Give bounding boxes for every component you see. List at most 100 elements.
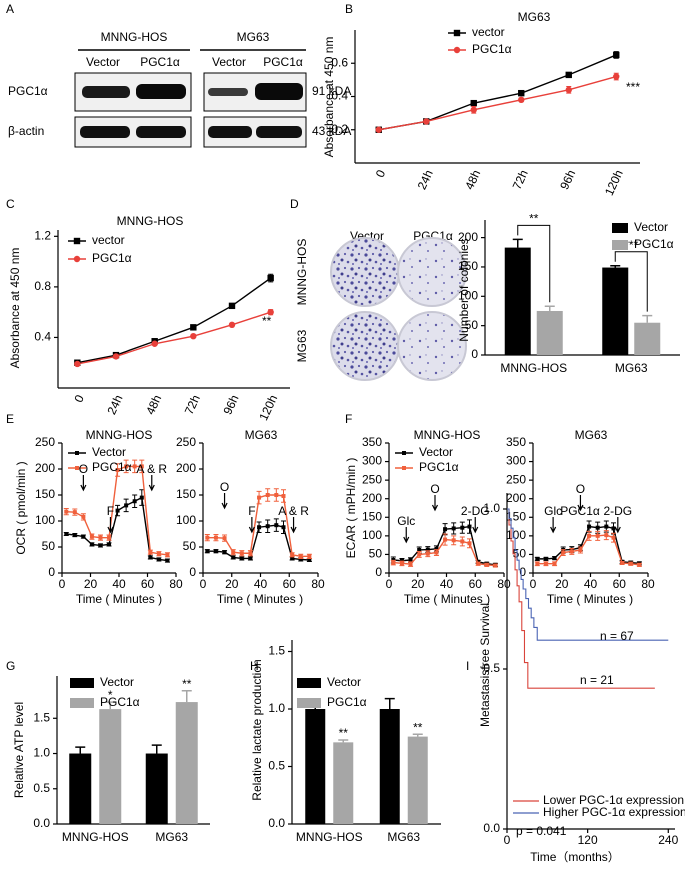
marker (535, 556, 540, 561)
chart-title: MG63 (245, 428, 278, 442)
x-tick-label: 20 (555, 577, 569, 591)
colony-photos: Vector PGC1α MNNG-HOS MG63 (295, 229, 467, 381)
y-tick-label: 0.5 (483, 661, 500, 675)
legend-label: PGC1α (634, 237, 674, 251)
marker (156, 551, 161, 556)
survival-curve (507, 508, 669, 641)
marker (190, 324, 197, 331)
group-label: MG63 (237, 30, 270, 44)
legend-swatch (70, 698, 94, 708)
marker (228, 321, 236, 328)
marker (434, 546, 439, 551)
line (77, 277, 272, 364)
error-bar (610, 265, 621, 268)
arrow (221, 493, 228, 510)
marker (72, 510, 77, 515)
error-bar (412, 733, 423, 737)
y-tick-label: 150 (458, 259, 478, 273)
x-tick-label: 24h (415, 168, 436, 192)
x-tick-label: 80 (169, 577, 183, 591)
band (80, 126, 130, 138)
panel-label: H (250, 659, 259, 673)
annotation: 2-DG (603, 504, 632, 518)
x-axis-label: Time ( Minutes ) (217, 592, 303, 606)
x-tick-label: 72h (510, 168, 531, 192)
marker (231, 555, 236, 560)
bar (407, 736, 428, 824)
arrow (403, 527, 410, 544)
marker (604, 533, 609, 538)
lane-label: Vector (86, 55, 120, 69)
x-tick-label: 72h (182, 393, 203, 417)
marker (620, 560, 625, 565)
annotation: O (430, 482, 439, 496)
marker (493, 563, 498, 568)
x-tick-label: 120h (602, 168, 626, 198)
y-tick-label: 0.4 (331, 89, 348, 103)
y-tick-label: 0.2 (331, 122, 348, 136)
marker (81, 534, 86, 539)
legend-label: vector (92, 233, 125, 247)
marker (611, 535, 616, 540)
marker (165, 558, 170, 563)
y-tick-label: 350 (362, 435, 382, 449)
marker (73, 237, 81, 245)
marker (402, 451, 406, 455)
y-tick-label: 0.8 (34, 279, 51, 293)
size-label: 43 kDA (312, 124, 351, 138)
y-tick-label: 200 (176, 461, 196, 475)
marker (417, 552, 422, 557)
bar (379, 709, 400, 824)
chart-title: MNNG-HOS (86, 428, 153, 442)
x-axis-label: Time ( Minutes ) (76, 592, 162, 606)
y-tick-label: 50 (465, 318, 479, 332)
band (208, 126, 252, 138)
y-tick-label: 100 (506, 528, 526, 542)
x-tick-label: 120 (578, 833, 598, 847)
marker (81, 514, 86, 519)
marker (375, 126, 382, 133)
y-tick-label: 1.2 (34, 228, 51, 242)
marker (190, 332, 197, 340)
error-bar (642, 314, 653, 323)
y-tick-label: 0 (471, 347, 478, 361)
arrow (80, 475, 87, 492)
x-tick-label: 80 (497, 577, 511, 591)
marker (213, 549, 218, 554)
x-tick-label: 20 (84, 577, 98, 591)
annotation: ** (262, 314, 272, 328)
panel-label: G (6, 659, 15, 673)
y-tick-label: 350 (506, 435, 526, 449)
annotation: 2-DG (461, 504, 490, 518)
marker (628, 561, 633, 566)
marker (74, 360, 81, 368)
y-tick-label: 0.5 (33, 781, 50, 795)
panel-label: F (345, 412, 352, 426)
marker (451, 526, 456, 531)
band (136, 84, 186, 99)
marker (476, 561, 481, 566)
marker (274, 493, 279, 497)
x-tick-label: 96h (557, 168, 578, 192)
y-axis-label: Metastasisfree Survival (478, 603, 492, 727)
y-tick-label: 150 (35, 487, 55, 501)
marker (552, 561, 557, 566)
marker (112, 353, 120, 360)
marker (290, 556, 295, 561)
marker (72, 533, 77, 538)
x-axis-label: Time ( Minutes ) (547, 592, 633, 606)
marker (535, 561, 540, 566)
marker (148, 555, 153, 560)
legend-label: PGC1α (100, 695, 140, 709)
marker (595, 533, 600, 538)
western-blot: A MNNG-HOS MG63 Vector PGC1α Vector PGC1… (6, 2, 351, 148)
annotation: Glc (544, 504, 562, 518)
marker (98, 543, 103, 548)
x-tick-label: 80 (641, 577, 655, 591)
y-tick-label: 100 (35, 513, 55, 527)
line (77, 311, 271, 365)
marker (467, 541, 472, 546)
x-tick-label: 24h (104, 393, 125, 417)
marker (543, 561, 548, 566)
row-label: β-actin (8, 124, 44, 138)
